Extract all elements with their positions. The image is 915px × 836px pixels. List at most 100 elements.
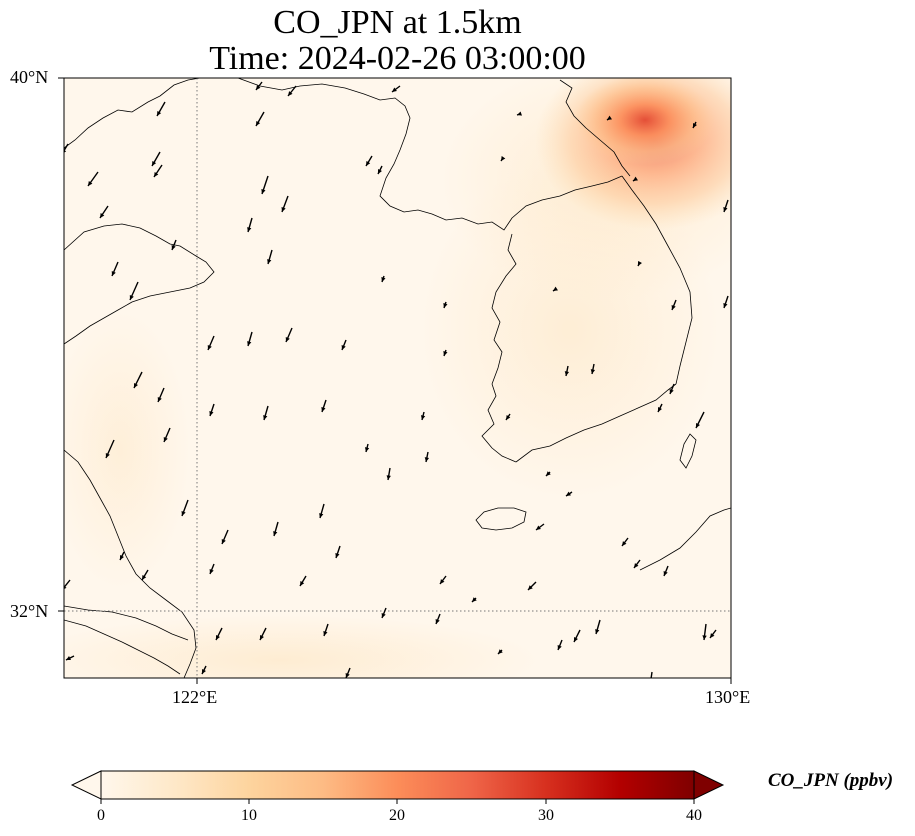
- wind-arrow-head: [381, 613, 386, 618]
- coastline-china-east: [64, 449, 197, 678]
- wind-arrow-head: [424, 457, 430, 462]
- wind-arrow-head: [323, 631, 328, 636]
- wind-arrow-head: [386, 475, 391, 480]
- coastline-jeju: [475, 507, 527, 531]
- wind-arrow-head: [443, 351, 448, 356]
- wind-arrow-head: [648, 681, 652, 686]
- wind-arrow-head: [693, 122, 697, 128]
- wind-arrow-head: [440, 579, 445, 584]
- wind-arrow-head: [247, 341, 252, 346]
- wind-arrow-head: [658, 406, 662, 412]
- colorbar-tick-label-10: 10: [241, 807, 257, 824]
- wind-arrow-head: [590, 369, 596, 374]
- axis-ticks: [58, 77, 732, 684]
- wind-arrow-head: [260, 634, 264, 640]
- wind-arrow-head: [256, 85, 261, 90]
- wind-vectors: [64, 81, 729, 686]
- lon-tick-label-122: 122°E: [172, 687, 218, 707]
- wind-arrow-head: [171, 245, 176, 250]
- wind-arrow-head: [181, 511, 186, 516]
- wind-arrow-head: [392, 87, 397, 92]
- wind-arrow-head: [163, 436, 168, 442]
- wind-arrow-head: [321, 407, 326, 412]
- wind-arrow-head: [100, 213, 105, 218]
- wind-arrow-head: [378, 168, 382, 174]
- wind-arrow-head: [142, 575, 147, 580]
- wind-arrow-head: [341, 345, 346, 350]
- wind-arrow-head: [345, 673, 350, 678]
- wind-arrow-head: [443, 303, 448, 308]
- wind-arrow-shaft: [64, 143, 69, 153]
- co-plume-core: [575, 78, 715, 165]
- coastline-yangtze-south: [64, 619, 181, 675]
- map-frame: [63, 77, 732, 679]
- wind-arrow-head: [120, 554, 124, 560]
- coastline-korea-peninsula-inner: [559, 79, 631, 177]
- wind-arrow-head: [207, 344, 212, 350]
- wind-arrow-head: [564, 371, 570, 376]
- wind-arrow-head: [723, 207, 728, 212]
- coastlines: [64, 78, 731, 678]
- co-haze-west: [64, 310, 190, 590]
- wind-arrow-head: [702, 635, 707, 640]
- wind-arrow-shaft: [64, 579, 71, 589]
- wind-arrow-head: [574, 636, 578, 642]
- wind-arrow-head: [154, 172, 159, 177]
- wind-arrow-head: [517, 111, 522, 116]
- wind-arrow-head: [64, 149, 67, 153]
- wind-arrow-head: [134, 382, 138, 388]
- coastline-yangtze-north: [64, 605, 189, 641]
- coastline-liaodong: [237, 78, 623, 231]
- wind-arrow-head: [129, 294, 134, 300]
- wind-arrow-head: [723, 303, 728, 308]
- coastline-south-korea-south: [515, 383, 677, 463]
- wind-arrow-head: [622, 541, 627, 546]
- wind-arrow-head: [381, 277, 386, 282]
- wind-arrow-head: [64, 585, 67, 590]
- wind-arrow-head: [420, 415, 426, 420]
- wind-arrow-head: [267, 259, 272, 264]
- map-title-line-1: CO_JPN at 1.5km: [273, 4, 522, 41]
- wind-arrow-head: [557, 645, 562, 650]
- wind-arrow-head: [247, 227, 252, 232]
- wind-arrow-shaft: [650, 671, 653, 678]
- wind-arrow-head: [435, 619, 440, 624]
- wind-arrow-head: [498, 649, 503, 654]
- wind-arrow-head: [638, 260, 642, 266]
- wind-arrow-head: [553, 286, 558, 291]
- wind-arrow-head: [285, 336, 290, 342]
- wind-arrow-head: [88, 181, 93, 186]
- wind-arrow-head: [366, 161, 371, 166]
- wind-arrow-head: [364, 447, 370, 452]
- coastline-north-korea-east: [621, 175, 693, 385]
- wind-arrow-head: [300, 581, 305, 586]
- wind-arrow-head: [633, 176, 638, 181]
- wind-arrow-head: [506, 415, 511, 420]
- wind-arrow-head: [528, 585, 533, 590]
- lat-tick-label-32: 32°N: [10, 601, 49, 621]
- coastline-tsushima: [679, 433, 697, 469]
- wind-arrow-head: [66, 656, 72, 660]
- colorbar-ticks: [100, 799, 695, 804]
- colorbar-tick-label-30: 30: [538, 807, 554, 824]
- wind-arrow-head: [261, 189, 266, 194]
- gridlines: [64, 78, 731, 678]
- wind-arrow-head: [157, 111, 162, 116]
- coastline-china-north: [64, 78, 201, 149]
- colorbar-tick-label-40: 40: [686, 807, 702, 824]
- wind-arrow-head: [607, 115, 612, 120]
- wind-arrow-head: [634, 563, 639, 568]
- wind-arrow-head: [221, 538, 226, 544]
- coastline-south-korea-west: [481, 383, 517, 463]
- wind-arrow-head: [546, 471, 551, 476]
- coastline-kyushu: [639, 507, 731, 571]
- wind-arrow-head: [209, 569, 214, 574]
- wind-arrow-head: [216, 634, 220, 640]
- wind-arrow-head: [696, 422, 700, 428]
- map-title-line-2: Time: 2024-02-26 03:00:00: [209, 40, 586, 77]
- wind-arrow-head: [288, 91, 293, 96]
- wind-arrow-head: [256, 121, 261, 126]
- wind-arrow-head: [202, 668, 206, 674]
- wind-arrow-head: [671, 305, 676, 310]
- wind-arrow-head: [281, 207, 286, 212]
